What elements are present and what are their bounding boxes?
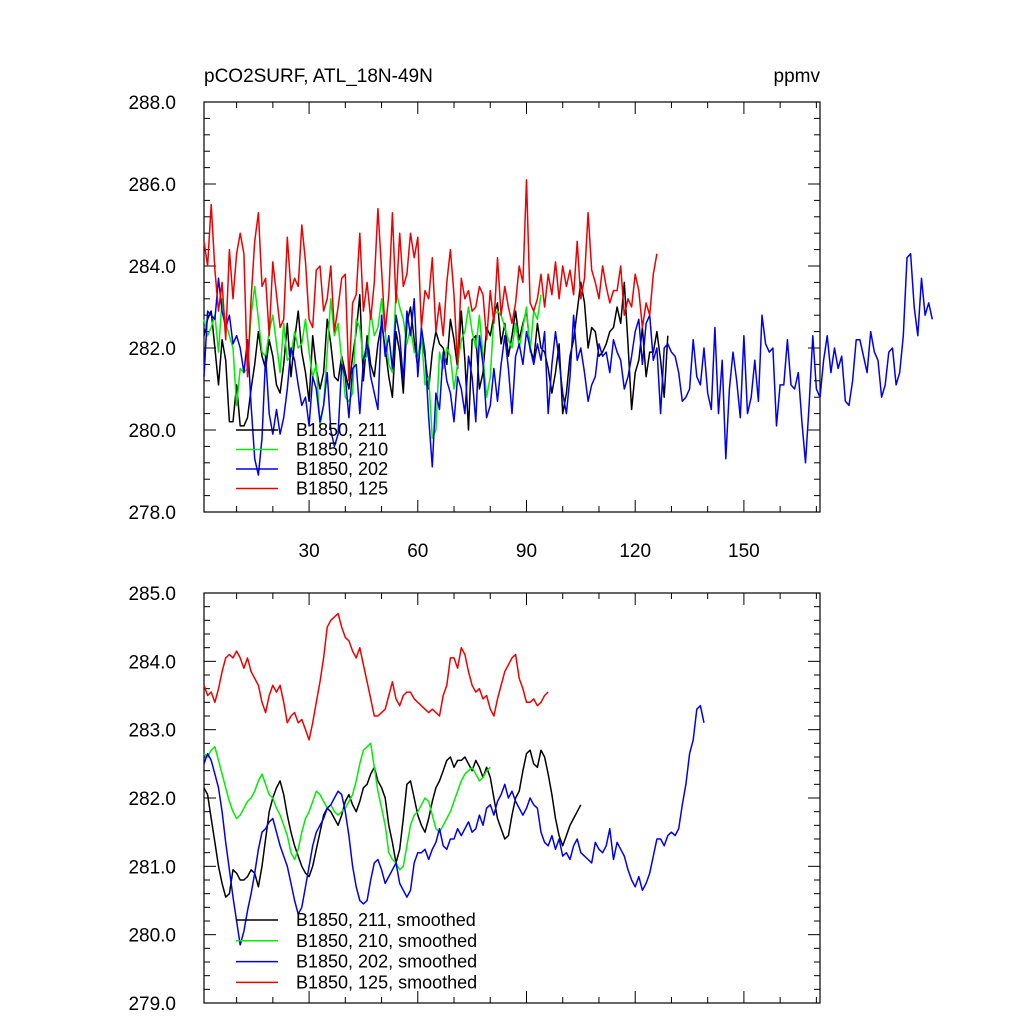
chart-title: pCO2SURF, ATL_18N-49N [204, 66, 433, 87]
x-tick-label: 150 [728, 541, 760, 562]
y-tick-label: 288.0 [128, 93, 176, 114]
legend-label: B1850, 210 [296, 440, 388, 460]
y-tick-label: 285.0 [128, 584, 176, 605]
top-panel: 30 60 90 120 150 278.0 280.0 282.0 284.0 286.0 288… [128, 66, 934, 562]
series-line [203, 612, 549, 741]
legend-label: B1850, 211, smoothed [296, 910, 476, 930]
y-tick-label: 278.0 [128, 503, 176, 524]
legend-label: B1850, 202, smoothed [296, 952, 477, 972]
series-line [203, 742, 491, 871]
legend-label: B1850, 210, smoothed [296, 931, 477, 951]
series-line [203, 285, 542, 439]
series-line [203, 749, 582, 898]
y-tick-label: 279.0 [128, 994, 176, 1015]
legend-label: B1850, 202 [296, 459, 388, 479]
x-tick-label: 30 [299, 541, 320, 562]
y-tick-label: 283.0 [128, 721, 176, 742]
x-tick-label: 120 [619, 541, 651, 562]
series-line [203, 704, 705, 946]
y-tick-label: 286.0 [128, 175, 176, 196]
series-line [203, 179, 658, 382]
legend-label: B1850, 125, smoothed [296, 972, 477, 992]
x-tick-label: 60 [407, 541, 428, 562]
y-tick-label: 284.0 [128, 652, 176, 673]
chart-units: ppmv [774, 66, 821, 87]
y-tick-label: 281.0 [128, 857, 176, 878]
x-tick-label: 90 [516, 541, 537, 562]
bottom-panel: 279.0 280.0 281.0 282.0 283.0 284.0 285.0 B1850… [128, 584, 821, 1015]
plot-frame [203, 101, 821, 513]
series-line [203, 252, 934, 476]
y-tick-label: 282.0 [128, 339, 176, 360]
y-tick-label: 282.0 [128, 789, 176, 810]
legend-label: B1850, 211 [296, 420, 387, 440]
y-tick-label: 280.0 [128, 421, 176, 442]
legend-label: B1850, 125 [296, 479, 388, 499]
y-tick-label: 280.0 [128, 926, 176, 947]
y-tick-label: 284.0 [128, 257, 176, 278]
